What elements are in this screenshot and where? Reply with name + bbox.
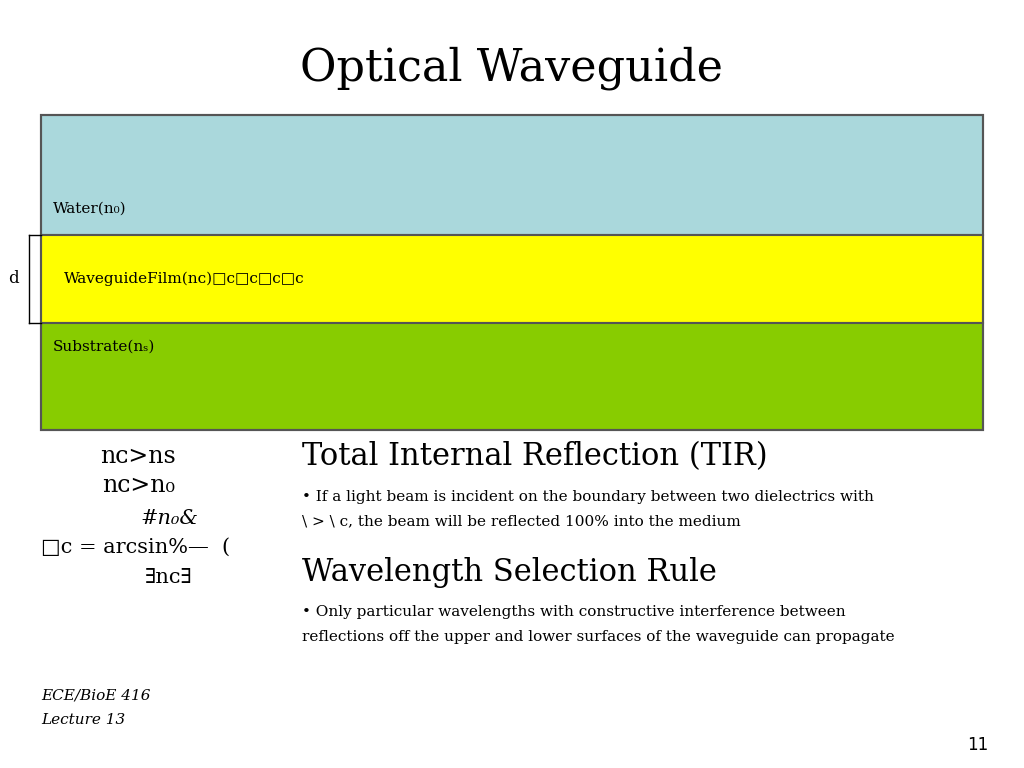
Text: ∃nᴄ∃: ∃nᴄ∃ xyxy=(145,568,193,587)
Text: WaveguideFilm(nᴄ)□c□c□c□c: WaveguideFilm(nᴄ)□c□c□c□c xyxy=(63,272,304,286)
Bar xyxy=(41,235,983,323)
Text: #n₀&: #n₀& xyxy=(140,509,198,528)
Text: Wavelength Selection Rule: Wavelength Selection Rule xyxy=(302,557,717,588)
Text: nᴄ>ns: nᴄ>ns xyxy=(100,445,176,468)
Text: Optical Waveguide: Optical Waveguide xyxy=(300,46,724,90)
Text: Total Internal Reflection (TIR): Total Internal Reflection (TIR) xyxy=(302,442,768,472)
Text: 11: 11 xyxy=(967,737,988,754)
Text: □c = arcsin%—  (: □c = arcsin%— ( xyxy=(41,538,230,557)
Text: ECE/BioE 416: ECE/BioE 416 xyxy=(41,688,151,702)
Bar xyxy=(41,115,983,235)
Text: • If a light beam is incident on the boundary between two dielectrics with: • If a light beam is incident on the bou… xyxy=(302,490,873,504)
Bar xyxy=(41,115,983,430)
Text: • Only particular wavelengths with constructive interference between: • Only particular wavelengths with const… xyxy=(302,605,846,619)
Text: Lecture 13: Lecture 13 xyxy=(41,713,125,727)
Text: Water(n₀): Water(n₀) xyxy=(53,201,127,216)
Text: \ > \ c, the beam will be reflected 100% into the medium: \ > \ c, the beam will be reflected 100%… xyxy=(302,515,740,528)
Text: nᴄ>n₀: nᴄ>n₀ xyxy=(101,474,175,497)
Bar xyxy=(41,323,983,430)
Text: Substrate(nₛ): Substrate(nₛ) xyxy=(53,339,156,353)
Text: reflections off the upper and lower surfaces of the waveguide can propagate: reflections off the upper and lower surf… xyxy=(302,630,895,644)
Text: d: d xyxy=(8,270,18,287)
